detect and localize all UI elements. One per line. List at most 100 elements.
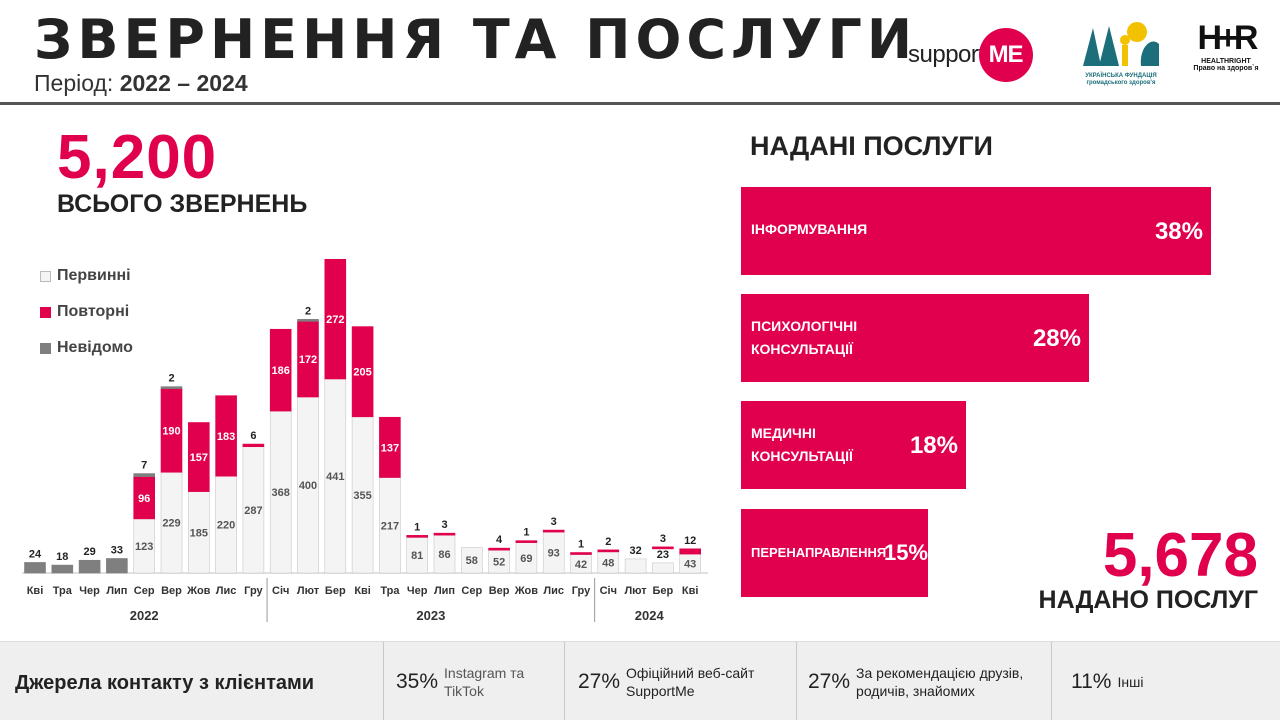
healthright-logo: H+R HEALTHRIGHT Право на здоров`я [1190, 18, 1262, 72]
data-label: 272 [326, 314, 344, 326]
source-label-line: Instagram та [444, 664, 525, 681]
data-label: 123 [135, 541, 153, 553]
source-website: 27% Офіційний веб-сайт SupportMe [578, 642, 754, 720]
legend-label-primary: Первинні [57, 267, 131, 284]
footer-divider [564, 642, 565, 720]
service-bar-informing: ІНФОРМУВАННЯ 38% [741, 187, 1211, 275]
data-label: 3 [660, 533, 666, 545]
service-label-line: ІНФОРМУВАННЯ [751, 221, 868, 237]
source-label-line: Інші [1117, 673, 1144, 690]
bar-segment [406, 535, 429, 538]
year-label: 2022 [130, 608, 159, 623]
source-label-line: За рекомендацією друзів, [856, 664, 1024, 681]
bar-segment [542, 529, 565, 533]
service-bar-medical: МЕДИЧНІ КОНСУЛЬТАЦІЇ 18% [741, 401, 966, 489]
bar-segment [24, 562, 46, 574]
x-tick-label: Чер [79, 585, 100, 597]
data-label: 18 [56, 551, 68, 563]
bar-segment [133, 473, 155, 477]
source-referral: 27% За рекомендацією друзів, родичів, зн… [808, 642, 1023, 720]
data-label: 4 [496, 534, 503, 546]
x-tick-label: Тра [53, 585, 73, 597]
chart-legend: Первинні Повторні Невідомо [40, 258, 133, 366]
bar-segment [297, 319, 319, 322]
data-label: 157 [190, 452, 208, 464]
source-label-line: Офіційний веб-сайт [626, 664, 755, 681]
healthright-logo-slogan: Право на здоров`я [1193, 65, 1259, 72]
footer-title: Джерела контакту з клієнтами [15, 672, 315, 694]
data-label: 43 [684, 559, 696, 571]
legend-label-unknown: Невідомо [57, 339, 133, 356]
services-provided-value: 5,678 [1102, 521, 1258, 590]
legend-item-primary: Первинні [40, 258, 133, 294]
healthright-logo-mark: H+R [1197, 19, 1259, 57]
services-provided-label: НАДАНО ПОСЛУГ [1038, 586, 1258, 614]
data-label: 2 [305, 305, 311, 317]
bar-segment [379, 416, 401, 478]
x-tick-label: Лис [216, 585, 237, 597]
data-label: 24 [29, 548, 42, 560]
bar-segment [652, 546, 674, 550]
x-tick-label: Січ [272, 585, 289, 597]
data-label: 190 [162, 425, 180, 437]
service-percent-psych: 28% [1032, 325, 1081, 352]
footer-divider [383, 642, 384, 720]
data-label: 2 [605, 536, 611, 548]
data-label: 58 [466, 555, 478, 567]
data-label: 3 [441, 519, 447, 531]
bar-segment [597, 549, 620, 553]
data-label: 1 [578, 539, 584, 551]
supportme-logo-mark: ME [978, 28, 1033, 82]
source-percent: 27% [808, 669, 851, 693]
service-label-psych: ПСИХОЛОГІЧНІ КОНСУЛЬТАЦІЇ [751, 315, 857, 361]
partner-logos: support ME УКРАЇНСЬКА ФУНДАЦІЯ громадськ… [905, 18, 1275, 98]
x-tick-label: Вер [489, 585, 510, 597]
data-label: 137 [381, 442, 399, 454]
data-label: 1 [523, 527, 529, 539]
source-instagram: 35% Instagram та TikTok [396, 642, 524, 720]
x-tick-label: Вер [161, 585, 182, 597]
page-title: ЗВЕРНЕННЯ ТА ПОСЛУГИ [34, 8, 918, 71]
bar-segment [324, 258, 347, 380]
service-label-line: КОНСУЛЬТАЦІЇ [751, 448, 853, 464]
bar-segment [51, 564, 74, 574]
source-percent: 27% [578, 669, 621, 693]
data-label: 32 [629, 545, 641, 557]
x-tick-label: Кві [682, 585, 699, 597]
source-label: Інші [1117, 673, 1143, 691]
data-label: 400 [299, 480, 317, 492]
bar-segment [488, 547, 510, 551]
bar-segment [679, 548, 702, 555]
source-percent: 11% [1071, 669, 1112, 693]
bar-segment [160, 386, 183, 389]
footer-divider [1051, 642, 1052, 720]
source-percent: 35% [396, 669, 439, 693]
data-label: 172 [299, 354, 317, 366]
data-label: 183 [217, 431, 235, 443]
data-label: 86 [438, 549, 450, 561]
x-tick-label: Сер [461, 585, 482, 597]
legend-item-repeat: Повторні [40, 294, 133, 330]
bar-segment [269, 328, 292, 412]
service-label-line: ПЕРЕНАПРАВЛЕННЯ [751, 545, 887, 560]
bar-segment [242, 443, 265, 448]
service-percent-referral: 15% [883, 540, 928, 565]
source-label: За рекомендацією друзів, родичів, знайом… [856, 664, 1023, 700]
source-label: Офіційний веб-сайт SupportMe [626, 664, 754, 700]
year-label: 2024 [635, 608, 665, 623]
bar-segment [188, 422, 210, 492]
data-label: 7 [141, 460, 147, 472]
data-label: 185 [190, 527, 208, 539]
bar-segment [515, 540, 538, 543]
service-bar-referral: ПЕРЕНАПРАВЛЕННЯ 15% [741, 509, 928, 597]
source-other: 11% Інші [1071, 642, 1143, 720]
data-label: 48 [602, 557, 614, 569]
healthright-logo-name: HEALTHRIGHT [1201, 58, 1251, 65]
data-label: 1 [414, 521, 420, 533]
supportme-logo-text: support [908, 41, 985, 68]
data-label: 81 [411, 550, 423, 562]
source-label-line: TikTok [444, 682, 484, 699]
x-tick-label: Бер [653, 585, 674, 597]
source-label-line: SupportMe [626, 682, 695, 699]
bar-segment [351, 326, 374, 418]
